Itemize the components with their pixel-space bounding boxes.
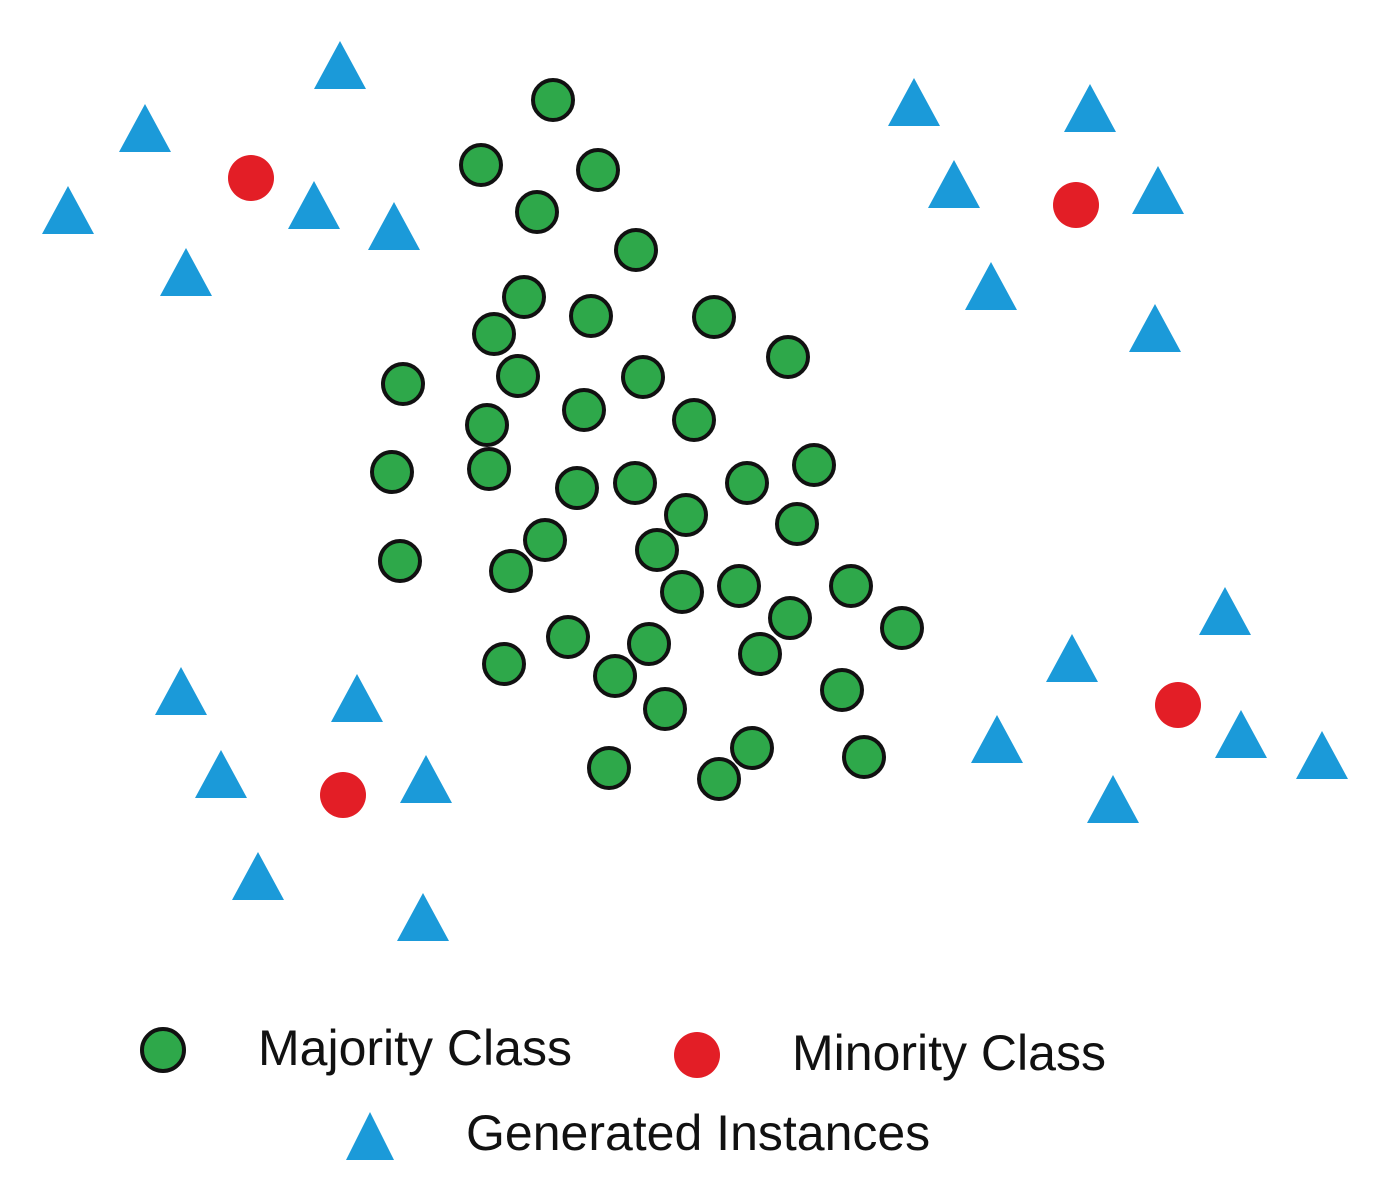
majority-class-point — [829, 564, 873, 608]
minority-class-group — [228, 155, 1201, 818]
generated-instance-point — [965, 262, 1017, 310]
generated-instance-point — [195, 750, 247, 798]
majority-class-point — [664, 493, 708, 537]
majority-class-point — [613, 461, 657, 505]
generated-instance-point — [155, 667, 207, 715]
majority-class-point — [381, 362, 425, 406]
majority-class-point — [820, 668, 864, 712]
majority-class-point — [472, 312, 516, 356]
majority-class-group — [370, 78, 924, 801]
generated-instance-point — [928, 160, 980, 208]
majority-class-point — [467, 447, 511, 491]
majority-class-point — [692, 295, 736, 339]
majority-class-point — [775, 502, 819, 546]
minority-class-point — [1155, 682, 1201, 728]
legend: Majority Class Minority Class Generated … — [140, 1020, 1106, 1161]
majority-class-point — [738, 632, 782, 676]
majority-class-point — [562, 388, 606, 432]
majority-class-point — [627, 622, 671, 666]
generated-instance-point — [232, 852, 284, 900]
majority-class-point — [768, 596, 812, 640]
majority-class-point — [730, 726, 774, 770]
majority-class-point — [378, 539, 422, 583]
majority-class-point — [587, 746, 631, 790]
majority-class-point — [635, 528, 679, 572]
legend-generated-label: Generated Instances — [466, 1105, 930, 1161]
majority-class-point — [842, 735, 886, 779]
majority-class-point — [569, 294, 613, 338]
majority-class-point — [766, 335, 810, 379]
generated-instance-point — [1199, 587, 1251, 635]
majority-class-point — [792, 443, 836, 487]
generated-instance-point — [368, 202, 420, 250]
majority-class-point — [531, 78, 575, 122]
majority-class-point — [672, 398, 716, 442]
majority-class-point — [643, 687, 687, 731]
majority-class-point — [555, 466, 599, 510]
majority-class-point — [614, 228, 658, 272]
majority-class-point — [523, 518, 567, 562]
generated-instance-point — [1296, 731, 1348, 779]
legend-minority-label: Minority Class — [792, 1025, 1106, 1081]
majority-class-point — [496, 354, 540, 398]
majority-class-point — [621, 355, 665, 399]
minority-class-point — [228, 155, 274, 201]
majority-class-point — [880, 606, 924, 650]
generated-instance-point — [971, 715, 1023, 763]
majority-class-point — [697, 757, 741, 801]
generated-instance-point — [1087, 775, 1139, 823]
majority-class-point — [660, 570, 704, 614]
generated-instance-point — [1129, 304, 1181, 352]
generated-instance-point — [160, 248, 212, 296]
majority-class-point — [593, 654, 637, 698]
legend-majority-label: Majority Class — [258, 1020, 572, 1076]
generated-instance-point — [1046, 634, 1098, 682]
generated-instance-point — [400, 755, 452, 803]
legend-generated-marker — [346, 1112, 394, 1160]
generated-instance-point — [119, 104, 171, 152]
minority-class-point — [1053, 182, 1099, 228]
majority-class-point — [370, 450, 414, 494]
generated-instance-point — [397, 893, 449, 941]
majority-class-point — [725, 461, 769, 505]
generated-instances-group — [42, 41, 1348, 941]
majority-class-point — [546, 615, 590, 659]
generated-instance-point — [888, 78, 940, 126]
majority-class-point — [576, 148, 620, 192]
majority-class-point — [489, 549, 533, 593]
generated-instance-point — [42, 186, 94, 234]
majority-class-point — [482, 642, 526, 686]
majority-class-point — [459, 143, 503, 187]
generated-instance-point — [1064, 84, 1116, 132]
majority-class-point — [502, 275, 546, 319]
generated-instance-point — [1215, 710, 1267, 758]
legend-minority-marker — [674, 1032, 720, 1078]
generated-instance-point — [331, 674, 383, 722]
legend-majority-marker — [140, 1027, 186, 1073]
minority-class-point — [320, 772, 366, 818]
generated-instance-point — [288, 181, 340, 229]
majority-class-point — [515, 190, 559, 234]
majority-class-point — [465, 403, 509, 447]
generated-instance-point — [1132, 166, 1184, 214]
majority-class-point — [717, 564, 761, 608]
generated-instance-point — [314, 41, 366, 89]
